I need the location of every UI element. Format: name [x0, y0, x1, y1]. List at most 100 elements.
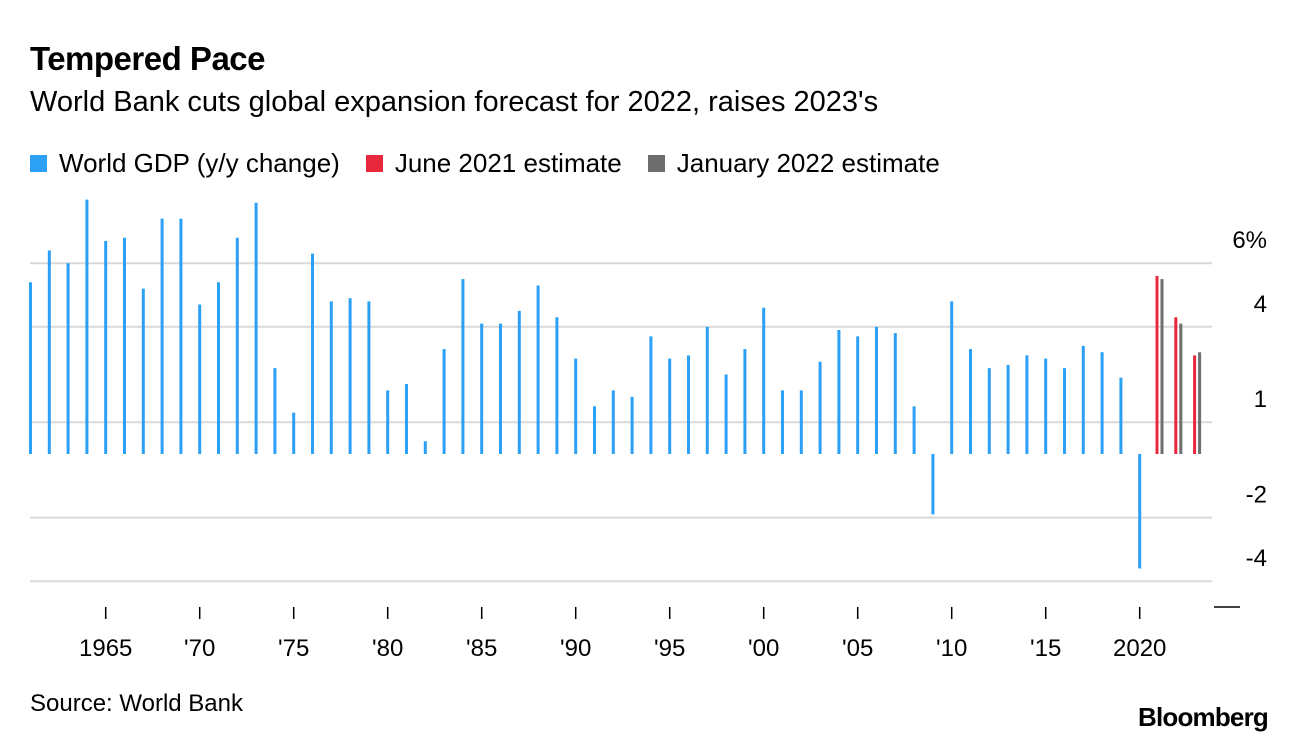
- bar-world-gdp-2000: [762, 307, 766, 454]
- bar-world-gdp-2010: [950, 301, 954, 454]
- x-tick-label: '00: [748, 635, 779, 662]
- bar-june-2021-estimate-2021: [1155, 275, 1159, 454]
- bar-world-gdp-2005: [856, 336, 860, 454]
- bar-world-gdp-2003: [818, 361, 822, 454]
- y-tick-label: 1: [1254, 386, 1267, 413]
- bar-world-gdp-1974: [273, 368, 277, 454]
- bar-world-gdp-1980: [386, 390, 390, 454]
- bar-world-gdp-1986: [499, 323, 502, 454]
- bar-world-gdp-1962: [47, 250, 51, 454]
- bar-world-gdp-2001: [781, 390, 784, 454]
- bar-world-gdp-2004: [837, 329, 841, 454]
- bar-world-gdp-1979: [367, 301, 371, 454]
- legend-item-world-gdp: World GDP (y/y change): [30, 148, 340, 179]
- bar-world-gdp-1965: [104, 240, 108, 454]
- bar-world-gdp-1983: [442, 349, 446, 454]
- y-tick-label: 6%: [1232, 227, 1267, 254]
- bar-world-gdp-1967: [141, 288, 145, 454]
- x-tick-label: '75: [278, 635, 309, 662]
- axes: 6% 4 1 -2 -4 1965 '70 '75 '80 '85 '90 '95 '00 '05 '10 '…: [79, 227, 1267, 662]
- bar-world-gdp-2013: [1006, 364, 1010, 454]
- source-note: Source: World Bank: [30, 690, 243, 717]
- legend-label-january-2022: January 2022 estimate: [676, 148, 940, 178]
- bar-world-gdp-1984: [461, 279, 465, 454]
- bar-world-gdp-2011: [969, 349, 972, 454]
- bar-world-gdp-1964: [85, 199, 89, 454]
- bar-january-2022-estimate-2022: [1179, 323, 1183, 454]
- bar-world-gdp-1992: [611, 390, 615, 454]
- bar-world-gdp-1970: [198, 304, 202, 454]
- bar-world-gdp-1989: [555, 317, 559, 454]
- bar-world-gdp-2017: [1081, 345, 1085, 454]
- bar-world-gdp-2018: [1100, 352, 1104, 454]
- bar-world-gdp-1995: [668, 358, 672, 454]
- bar-world-gdp-2016: [1063, 368, 1066, 454]
- bar-world-gdp-1981: [405, 384, 408, 454]
- legend-label-june-2021: June 2021 estimate: [394, 148, 622, 178]
- x-tick-label: '70: [184, 635, 215, 662]
- bar-world-gdp-2020: [1138, 454, 1142, 569]
- bar-world-gdp-1978: [348, 298, 352, 454]
- bar-world-gdp-1975: [292, 412, 296, 454]
- y-tick-label: 4: [1254, 291, 1267, 318]
- bar-world-gdp-1998: [724, 374, 728, 454]
- bar-world-gdp-2007: [893, 333, 897, 454]
- y-tick-label: -4: [1246, 545, 1267, 572]
- bar-world-gdp-2008: [912, 406, 916, 454]
- bar-january-2022-estimate-2023: [1198, 352, 1202, 454]
- bar-june-2021-estimate-2023: [1193, 355, 1197, 454]
- x-tick-label: 1965: [79, 635, 132, 662]
- bar-world-gdp-1994: [649, 336, 653, 454]
- bar-world-gdp-1997: [705, 326, 709, 454]
- bar-world-gdp-1977: [329, 301, 333, 454]
- bar-world-gdp-1976: [311, 253, 314, 454]
- x-tick-label: 2020: [1113, 635, 1166, 662]
- bar-world-gdp-2015: [1044, 358, 1048, 454]
- x-tick-label: '85: [466, 635, 497, 662]
- bar-world-gdp-1990: [574, 358, 578, 454]
- bar-world-gdp-2019: [1119, 377, 1123, 454]
- bars: [29, 199, 1202, 569]
- bar-world-gdp-1982: [423, 441, 427, 454]
- x-tick-label: '90: [560, 635, 591, 662]
- y-tick-label: -2: [1246, 482, 1267, 509]
- bar-world-gdp-2006: [875, 326, 878, 454]
- bar-world-gdp-1961: [29, 282, 32, 454]
- bar-world-gdp-1988: [536, 285, 540, 454]
- bar-world-gdp-1993: [630, 396, 634, 454]
- bar-world-gdp-1969: [179, 218, 183, 454]
- bar-world-gdp-1985: [480, 323, 484, 454]
- bar-world-gdp-1963: [66, 263, 70, 454]
- grid-lines: [30, 262, 1212, 583]
- x-tick-label: '05: [842, 635, 873, 662]
- legend-item-january-2022: January 2022 estimate: [647, 148, 940, 179]
- bar-world-gdp-2009: [931, 454, 935, 515]
- bar-world-gdp-1996: [687, 355, 690, 454]
- bar-world-gdp-1987: [517, 310, 521, 454]
- x-tick-label: '80: [372, 635, 403, 662]
- bar-world-gdp-1999: [743, 349, 747, 454]
- x-tick-label: '95: [654, 635, 685, 662]
- x-tick-label: '15: [1030, 635, 1061, 662]
- legend-swatch-june-2021: [365, 155, 383, 172]
- bar-world-gdp-1991: [593, 406, 596, 454]
- bar-june-2021-estimate-2022: [1174, 317, 1178, 454]
- legend: World GDP (y/y change) June 2021 estimat…: [30, 148, 966, 179]
- legend-label-world-gdp: World GDP (y/y change): [59, 148, 340, 178]
- bar-world-gdp-2012: [987, 368, 991, 454]
- bar-world-gdp-1972: [235, 237, 239, 454]
- bloomberg-logo: Bloomberg: [1137, 702, 1269, 732]
- bar-world-gdp-1973: [254, 202, 258, 454]
- bar-world-gdp-2014: [1025, 355, 1029, 454]
- legend-item-june-2021: June 2021 estimate: [365, 148, 622, 179]
- bar-world-gdp-1971: [217, 282, 220, 454]
- x-tick-label: '10: [936, 635, 967, 662]
- bar-world-gdp-1966: [123, 237, 126, 454]
- bar-january-2022-estimate-2021: [1160, 279, 1164, 454]
- legend-swatch-world-gdp: [30, 155, 47, 172]
- chart-subtitle: World Bank cuts global expansion forecas…: [30, 86, 879, 118]
- legend-swatch-january-2022: [647, 155, 665, 172]
- bar-world-gdp-1968: [160, 218, 164, 454]
- chart-title: Tempered Pace: [30, 40, 266, 77]
